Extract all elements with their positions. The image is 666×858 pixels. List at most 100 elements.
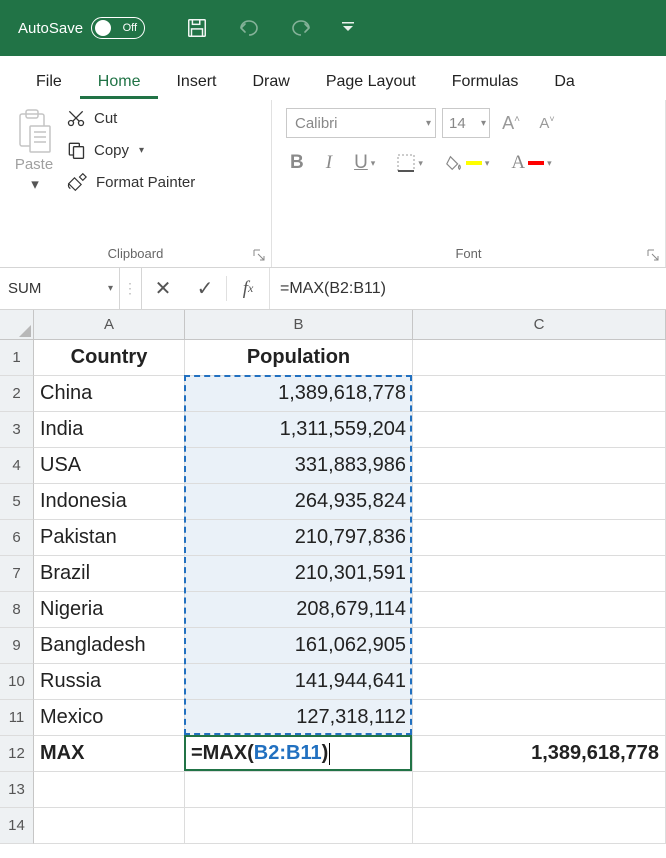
row-header[interactable]: 11 (0, 700, 34, 736)
row-header[interactable]: 8 (0, 592, 34, 628)
cell[interactable]: China (34, 376, 185, 412)
cell[interactable] (34, 808, 185, 844)
select-all-corner[interactable] (0, 310, 34, 340)
cell[interactable]: 264,935,824 (185, 484, 413, 520)
cell[interactable] (413, 448, 666, 484)
tab-home[interactable]: Home (80, 63, 159, 99)
cell[interactable]: MAX (34, 736, 185, 772)
cell[interactable] (413, 592, 666, 628)
underline-button[interactable]: U▾ (354, 152, 375, 174)
row-header[interactable]: 7 (0, 556, 34, 592)
cell[interactable] (413, 376, 666, 412)
row-header[interactable]: 5 (0, 484, 34, 520)
cell[interactable] (413, 520, 666, 556)
autosave-toggle[interactable]: AutoSave Off (18, 17, 145, 39)
row-header[interactable]: 10 (0, 664, 34, 700)
row-header[interactable]: 13 (0, 772, 34, 808)
cell[interactable]: Russia (34, 664, 185, 700)
cell[interactable] (413, 772, 666, 808)
tab-data[interactable]: Da (536, 63, 592, 99)
cell[interactable]: Bangladesh (34, 628, 185, 664)
italic-button[interactable]: I (326, 152, 332, 174)
increase-font-button[interactable]: A˄ (496, 113, 526, 134)
name-box[interactable]: SUM ▾ (0, 268, 120, 309)
cell[interactable]: Country (34, 340, 185, 376)
group-font: Calibri ▾ 14 ▾ A˄ A˅ B I U▾ ▾ (272, 100, 666, 267)
column-header[interactable]: C (413, 310, 666, 340)
cell[interactable]: 127,318,112 (185, 700, 413, 736)
cell[interactable]: Indonesia (34, 484, 185, 520)
toggle-knob (95, 20, 111, 36)
border-button[interactable]: ▾ (397, 154, 423, 172)
cell[interactable]: Pakistan (34, 520, 185, 556)
cell[interactable] (413, 700, 666, 736)
paste-label: Paste (15, 156, 53, 173)
cell[interactable] (413, 340, 666, 376)
chevron-down-icon: ▾ (139, 145, 144, 156)
cell[interactable] (413, 628, 666, 664)
cell[interactable]: 210,301,591 (185, 556, 413, 592)
tab-insert[interactable]: Insert (158, 63, 234, 99)
cell[interactable]: 210,797,836 (185, 520, 413, 556)
dialog-launcher-icon[interactable] (253, 249, 265, 261)
qat-dropdown-icon[interactable] (341, 21, 355, 36)
grip-icon[interactable]: ⋮ (120, 268, 142, 309)
cell[interactable]: Population (185, 340, 413, 376)
undo-icon[interactable] (237, 16, 261, 40)
cell[interactable] (413, 556, 666, 592)
row-header[interactable]: 3 (0, 412, 34, 448)
tab-draw[interactable]: Draw (234, 63, 307, 99)
bold-button[interactable]: B (290, 152, 304, 174)
cell[interactable] (34, 772, 185, 808)
cut-button[interactable]: Cut (66, 108, 195, 128)
cell[interactable]: Nigeria (34, 592, 185, 628)
row-header[interactable]: 14 (0, 808, 34, 844)
cancel-icon[interactable]: ✕ (142, 276, 184, 301)
column-header[interactable]: B (185, 310, 413, 340)
row-header[interactable]: 6 (0, 520, 34, 556)
tab-page-layout[interactable]: Page Layout (308, 63, 434, 99)
cell[interactable]: 161,062,905 (185, 628, 413, 664)
fill-color-button[interactable]: ▾ (445, 154, 490, 172)
cell[interactable]: =MAX(B2:B11) (185, 736, 413, 772)
cell[interactable]: India (34, 412, 185, 448)
row-header[interactable]: 9 (0, 628, 34, 664)
cell[interactable]: 1,389,618,778 (413, 736, 666, 772)
fx-icon[interactable]: fx (227, 278, 269, 300)
cell[interactable]: Mexico (34, 700, 185, 736)
cell[interactable] (413, 664, 666, 700)
redo-icon[interactable] (289, 16, 313, 40)
font-size-select[interactable]: 14 ▾ (442, 108, 490, 138)
cell[interactable]: USA (34, 448, 185, 484)
cell[interactable]: Brazil (34, 556, 185, 592)
cell[interactable]: 1,389,618,778 (185, 376, 413, 412)
cell[interactable] (185, 808, 413, 844)
cell[interactable]: 208,679,114 (185, 592, 413, 628)
enter-icon[interactable]: ✓ (184, 276, 226, 301)
cell[interactable]: 141,944,641 (185, 664, 413, 700)
save-icon[interactable] (185, 16, 209, 40)
row-header[interactable]: 1 (0, 340, 34, 376)
font-color-button[interactable]: A ▾ (511, 152, 551, 174)
row-header[interactable]: 2 (0, 376, 34, 412)
formula-input[interactable]: =MAX(B2:B11) (269, 268, 666, 309)
format-painter-button[interactable]: Format Painter (66, 172, 195, 192)
decrease-font-button[interactable]: A˅ (532, 114, 562, 132)
cell[interactable]: 331,883,986 (185, 448, 413, 484)
paste-button[interactable]: Paste ▾ (14, 108, 54, 240)
chevron-down-icon: ▾ (108, 283, 113, 294)
tab-file[interactable]: File (18, 63, 80, 99)
row-header[interactable]: 4 (0, 448, 34, 484)
row-header[interactable]: 12 (0, 736, 34, 772)
dialog-launcher-icon[interactable] (647, 249, 659, 261)
copy-button[interactable]: Copy ▾ (66, 140, 195, 160)
cell[interactable]: 1,311,559,204 (185, 412, 413, 448)
cell[interactable] (185, 772, 413, 808)
font-name-select[interactable]: Calibri ▾ (286, 108, 436, 138)
cell[interactable] (413, 412, 666, 448)
toggle-switch[interactable]: Off (91, 17, 145, 39)
cell[interactable] (413, 808, 666, 844)
tab-formulas[interactable]: Formulas (434, 63, 537, 99)
column-header[interactable]: A (34, 310, 185, 340)
cell[interactable] (413, 484, 666, 520)
